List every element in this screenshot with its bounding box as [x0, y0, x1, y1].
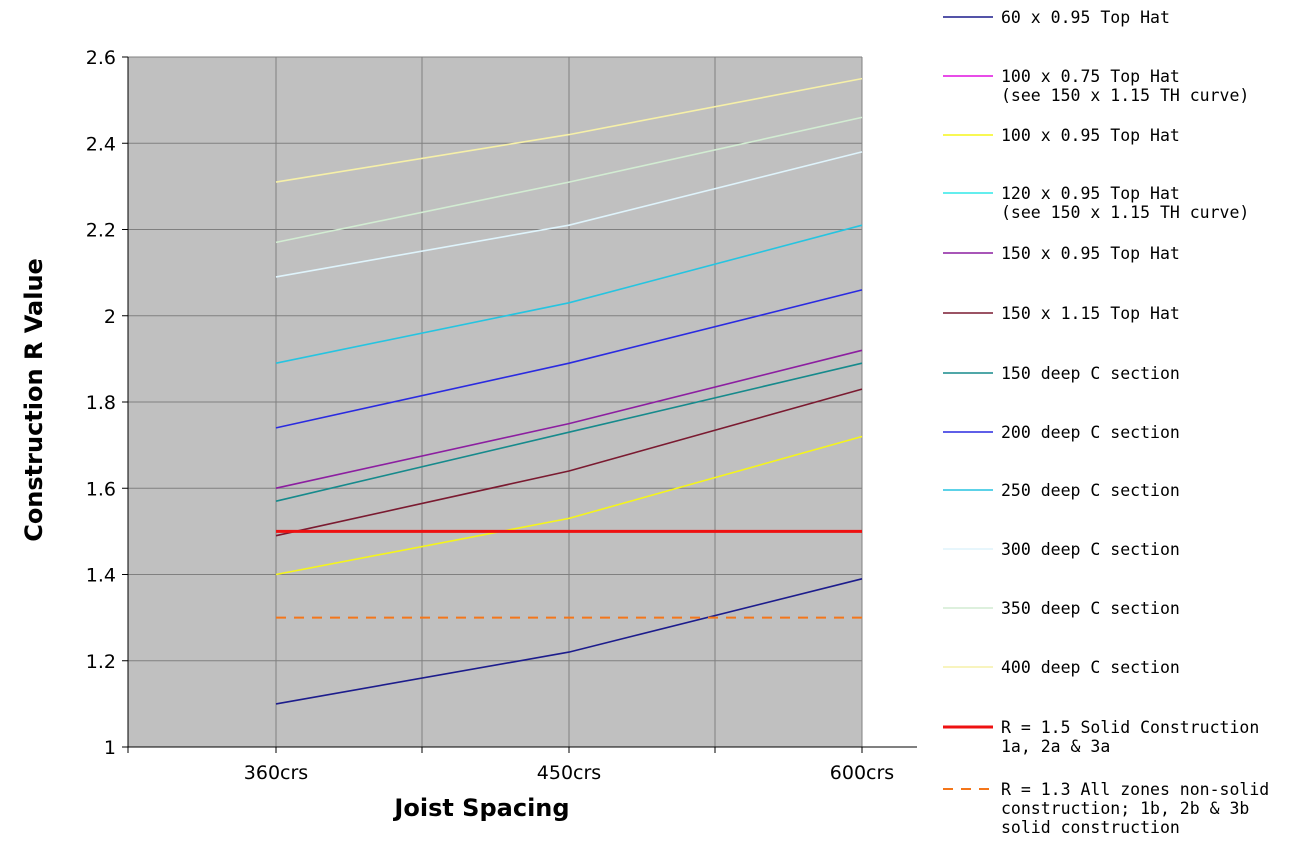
series-line-10 — [275, 116, 863, 244]
y-tick-label: 2 — [104, 306, 116, 328]
legend-label-9: 300 deep C section — [1001, 540, 1180, 559]
y-tick-label: 1.2 — [86, 651, 116, 673]
series-line-11 — [275, 77, 863, 183]
y-tick-label: 1.4 — [86, 565, 116, 587]
series-line-5 — [275, 388, 863, 537]
series-line-4 — [275, 349, 863, 489]
legend-label-7: 200 deep C section — [1001, 423, 1180, 442]
legend-label-4: 150 x 0.95 Top Hat — [1001, 244, 1180, 263]
x-tick-label: 600crs — [830, 762, 894, 784]
x-axis-title: Joist Spacing — [392, 794, 569, 822]
series-line-7 — [275, 289, 863, 429]
legend-label-3: 120 x 0.95 Top Hat — [1001, 184, 1180, 203]
series-line-2 — [275, 435, 863, 576]
series-line-6 — [275, 362, 863, 502]
legend-label-1: 100 x 0.75 Top Hat — [1001, 67, 1180, 86]
legend-label-3: (see 150 x 1.15 TH curve) — [1001, 203, 1249, 222]
y-tick-label: 1 — [104, 737, 116, 759]
y-tick-label: 2.2 — [86, 220, 116, 242]
y-tick-label: 1.6 — [86, 478, 116, 500]
legend-label-0: 60 x 0.95 Top Hat — [1001, 8, 1170, 27]
series-line-0 — [275, 578, 863, 705]
legend-label-5: 150 x 1.15 Top Hat — [1001, 304, 1180, 323]
y-axis-title: Construction R Value — [20, 258, 48, 542]
legend-label-12: R = 1.5 Solid Construction — [1001, 718, 1259, 737]
legend-label-1: (see 150 x 1.15 TH curve) — [1001, 86, 1249, 105]
y-tick-label: 2.4 — [86, 133, 116, 155]
legend-label-13: solid construction — [1001, 818, 1180, 837]
legend-label-13: construction; 1b, 2b & 3b — [1001, 799, 1249, 818]
legend-label-10: 350 deep C section — [1001, 599, 1180, 618]
y-tick-label: 1.8 — [86, 392, 116, 414]
x-tick-label: 450crs — [537, 762, 601, 784]
x-tick-label: 360crs — [244, 762, 308, 784]
legend-label-12: 1a, 2a & 3a — [1001, 737, 1110, 756]
legend-label-11: 400 deep C section — [1001, 658, 1180, 677]
legend-label-2: 100 x 0.95 Top Hat — [1001, 126, 1180, 145]
legend-label-13: R = 1.3 All zones non-solid — [1001, 780, 1269, 799]
series-line-8 — [275, 224, 863, 364]
y-tick-label: 2.6 — [86, 47, 116, 69]
series-line-9 — [275, 151, 863, 278]
legend-label-6: 150 deep C section — [1001, 364, 1180, 383]
legend-label-8: 250 deep C section — [1001, 481, 1180, 500]
